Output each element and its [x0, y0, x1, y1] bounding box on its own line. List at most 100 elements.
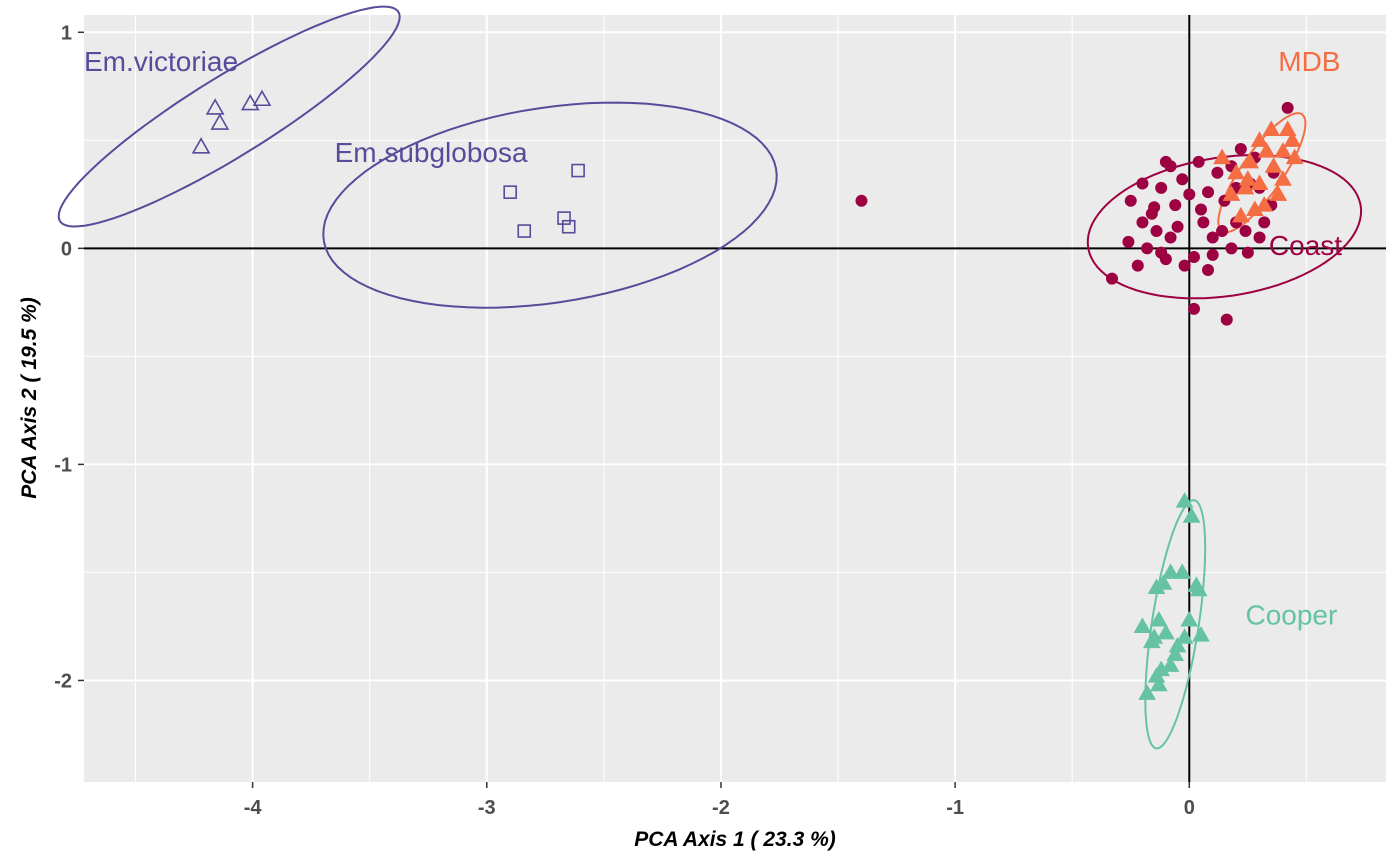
point-coast — [1258, 216, 1271, 229]
point-em-subglobosa — [557, 211, 571, 225]
point-mdb — [1274, 142, 1292, 158]
y-tick-label: -1 — [54, 454, 72, 476]
point-coast — [1155, 246, 1168, 259]
point-mdb — [1264, 157, 1283, 173]
point-cooper — [1138, 684, 1157, 700]
point-coast — [1136, 177, 1149, 190]
point-coast — [1183, 188, 1196, 201]
point-cooper — [1173, 563, 1192, 579]
point-coast — [1171, 220, 1184, 233]
point-em-victoriae — [210, 113, 230, 130]
x-tick-label: 0 — [1184, 797, 1195, 819]
x-tick-label: -3 — [478, 797, 496, 819]
point-mdb — [1236, 178, 1255, 195]
group-label-mdb: MDB — [1278, 46, 1340, 77]
point-coast — [1122, 235, 1135, 248]
point-coast — [1234, 142, 1247, 155]
point-em-victoriae — [205, 98, 225, 115]
point-mdb — [1262, 120, 1281, 137]
point-coast — [855, 194, 868, 207]
point-mdb — [1278, 120, 1297, 137]
point-mdb — [1238, 170, 1257, 186]
point-coast — [1145, 207, 1158, 220]
point-cooper — [1161, 656, 1180, 672]
point-coast — [1176, 173, 1189, 186]
point-mdb — [1231, 206, 1250, 223]
point-cooper — [1142, 632, 1161, 649]
x-axis-ticks: -4 -3 -2 -1 0 — [244, 782, 1195, 819]
y-tick-label: -2 — [54, 670, 72, 692]
point-em-victoriae — [240, 93, 260, 111]
point-mdb — [1274, 170, 1292, 186]
point-coast — [1150, 225, 1163, 238]
x-tick-label: -4 — [244, 797, 263, 819]
y-tick-label: 1 — [61, 22, 72, 44]
point-coast — [1192, 155, 1205, 168]
point-mdb — [1227, 163, 1245, 180]
point-cooper — [1166, 645, 1185, 662]
point-mdb — [1283, 131, 1302, 147]
point-cooper — [1147, 578, 1166, 595]
point-coast — [1187, 302, 1200, 315]
point-coast — [1164, 231, 1177, 244]
point-coast — [1197, 216, 1210, 229]
plot-panel — [84, 15, 1386, 782]
point-em-subglobosa — [571, 163, 585, 178]
point-coast — [1253, 231, 1266, 244]
point-cooper — [1182, 507, 1201, 523]
point-coast — [1241, 246, 1254, 259]
point-mdb — [1257, 142, 1276, 158]
point-coast — [1131, 259, 1144, 272]
point-em-victoriae — [252, 89, 272, 107]
point-coast — [1281, 101, 1294, 114]
ellipse-em-subglobosa — [322, 101, 778, 309]
point-coast — [1155, 181, 1168, 194]
point-mdb — [1255, 196, 1274, 212]
reference-lines — [84, 15, 1386, 782]
y-axis-title: PCA Axis 2 ( 19.5 %) — [18, 297, 41, 499]
group-label-coast: Coast — [1269, 230, 1342, 261]
point-coast — [1187, 250, 1200, 263]
point-mdb — [1269, 185, 1288, 201]
point-mdb — [1222, 185, 1241, 201]
ellipse-cooper — [1144, 499, 1207, 750]
group-labels: Em.victoriae Em.subglobosa Coast MDB Cooper — [84, 46, 1342, 630]
point-cooper — [1175, 628, 1194, 644]
point-cooper — [1189, 580, 1208, 597]
point-cooper — [1157, 623, 1175, 640]
data-points — [191, 89, 1304, 700]
point-coast — [1159, 155, 1172, 168]
point-cooper — [1149, 610, 1168, 627]
ellipse-em-victoriae — [57, 5, 401, 228]
point-cooper — [1161, 563, 1180, 579]
point-cooper — [1149, 675, 1168, 692]
group-label-em-victoriae: Em.victoriae — [84, 46, 238, 77]
point-mdb — [1241, 152, 1260, 169]
point-coast — [1239, 225, 1252, 238]
y-axis-ticks: 1 0 -1 -2 — [54, 22, 84, 692]
group-label-cooper: Cooper — [1245, 599, 1337, 630]
y-tick-label: 0 — [61, 238, 72, 260]
x-tick-label: -1 — [946, 797, 964, 819]
point-coast — [1136, 216, 1149, 229]
point-coast — [1202, 186, 1215, 199]
point-cooper — [1180, 610, 1199, 627]
point-cooper — [1175, 492, 1194, 508]
point-coast — [1169, 199, 1182, 212]
x-tick-label: -2 — [712, 797, 730, 819]
point-coast — [1206, 248, 1219, 261]
point-cooper — [1133, 617, 1152, 633]
point-coast — [1211, 166, 1224, 179]
point-coast — [1225, 242, 1238, 255]
point-coast — [1141, 242, 1154, 255]
point-coast — [1202, 263, 1215, 276]
point-em-subglobosa — [503, 185, 517, 199]
point-coast — [1178, 259, 1191, 272]
point-em-subglobosa — [561, 219, 576, 234]
point-coast — [1124, 194, 1137, 207]
point-mdb — [1213, 148, 1231, 165]
point-em-subglobosa — [517, 224, 532, 238]
point-cooper — [1192, 626, 1210, 642]
point-mdb — [1250, 131, 1269, 147]
